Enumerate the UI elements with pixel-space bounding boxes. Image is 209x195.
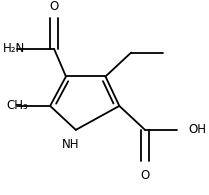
Text: O: O xyxy=(140,169,150,182)
Text: O: O xyxy=(50,0,59,13)
Text: NH: NH xyxy=(62,138,80,151)
Text: H₂N: H₂N xyxy=(3,42,25,55)
Text: CH₃: CH₃ xyxy=(7,99,28,113)
Text: OH: OH xyxy=(189,123,206,136)
